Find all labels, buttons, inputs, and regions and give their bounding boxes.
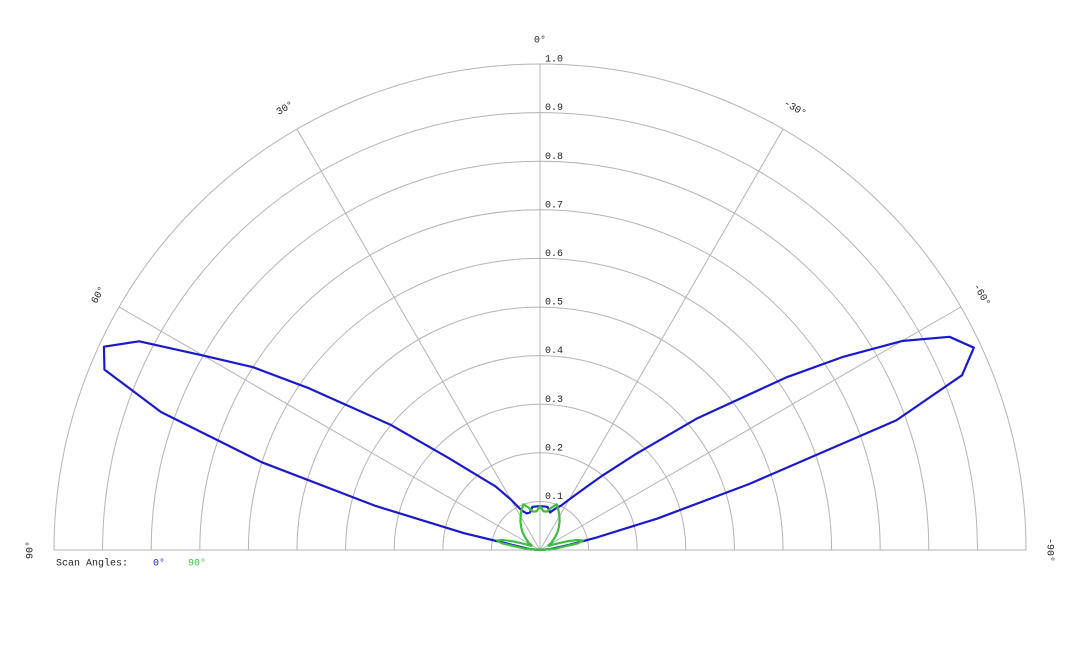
legend-entry: 90° [188, 558, 206, 570]
r-tick-label: 0.9 [545, 103, 563, 114]
r-tick-label: 0.7 [545, 200, 563, 211]
r-tick-label: 0.3 [545, 395, 563, 406]
angle-tick-label: 0° [534, 35, 546, 47]
series-line [102, 335, 975, 552]
grid-spoke [296, 128, 541, 551]
angle-tick-label: -90° [1043, 538, 1055, 562]
angle-tick-label: 90° [25, 541, 37, 559]
angle-tick-label: 30° [275, 99, 297, 118]
angle-tick-label: -60° [970, 282, 992, 309]
grid-spoke [539, 128, 784, 551]
grid-spoke [118, 306, 541, 551]
angle-tick-label: -30° [781, 98, 808, 120]
r-tick-label: 0.8 [545, 152, 563, 163]
r-tick-label: 0.6 [545, 249, 563, 260]
grid-spoke [539, 306, 962, 551]
r-tick-label: 0.4 [545, 346, 563, 357]
series-line [496, 503, 584, 552]
r-tick-label: 0.2 [545, 443, 563, 454]
angle-tick-label: 60° [89, 285, 108, 307]
r-tick-label: 0.1 [545, 492, 563, 503]
legend-title: Scan Angles: [56, 558, 128, 570]
r-tick-label: 1.0 [545, 55, 563, 66]
legend-entry: 0° [153, 558, 165, 570]
r-tick-label: 0.5 [545, 298, 563, 309]
